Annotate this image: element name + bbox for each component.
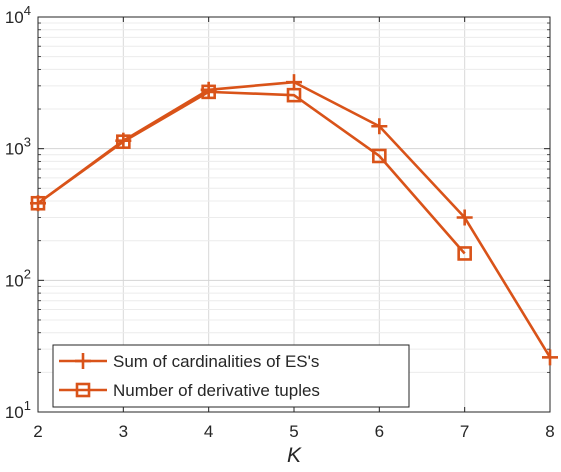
square-marker	[201, 84, 216, 100]
legend-box	[52, 344, 410, 408]
square-marker	[75, 382, 91, 398]
y-tick-label: 104	[5, 3, 31, 27]
axis-ticks	[37, 16, 551, 413]
x-tick-label: 8	[545, 422, 554, 441]
y-tick-label: 102	[5, 266, 31, 290]
square-marker	[457, 246, 472, 261]
x-tick-label: 7	[460, 422, 469, 441]
legend: Sum of cardinalities of ES's Number of de…	[52, 344, 410, 408]
x-tick-label: 3	[119, 422, 128, 441]
square-marker	[116, 134, 131, 149]
x-tick-label: 6	[375, 422, 384, 441]
square-marker	[30, 195, 46, 211]
series-2	[30, 84, 472, 261]
square-marker	[372, 148, 387, 164]
square-marker	[286, 87, 302, 103]
x-axis-title: K	[287, 444, 302, 467]
series-line	[37, 90, 466, 255]
y-tick-label: 101	[5, 398, 31, 422]
y-tick-label: 103	[5, 135, 31, 159]
x-tick-label: 5	[289, 422, 298, 441]
series-layer	[30, 74, 558, 366]
tick-labels: 2 3 4 5 6 7 8 101 102 103 104	[5, 3, 555, 441]
x-tick-label: 4	[204, 422, 213, 441]
legend-label: Sum of cardinalities of ES's	[113, 352, 319, 371]
x-tick-label: 2	[33, 422, 42, 441]
legend-label: Number of derivative tuples	[113, 381, 320, 400]
